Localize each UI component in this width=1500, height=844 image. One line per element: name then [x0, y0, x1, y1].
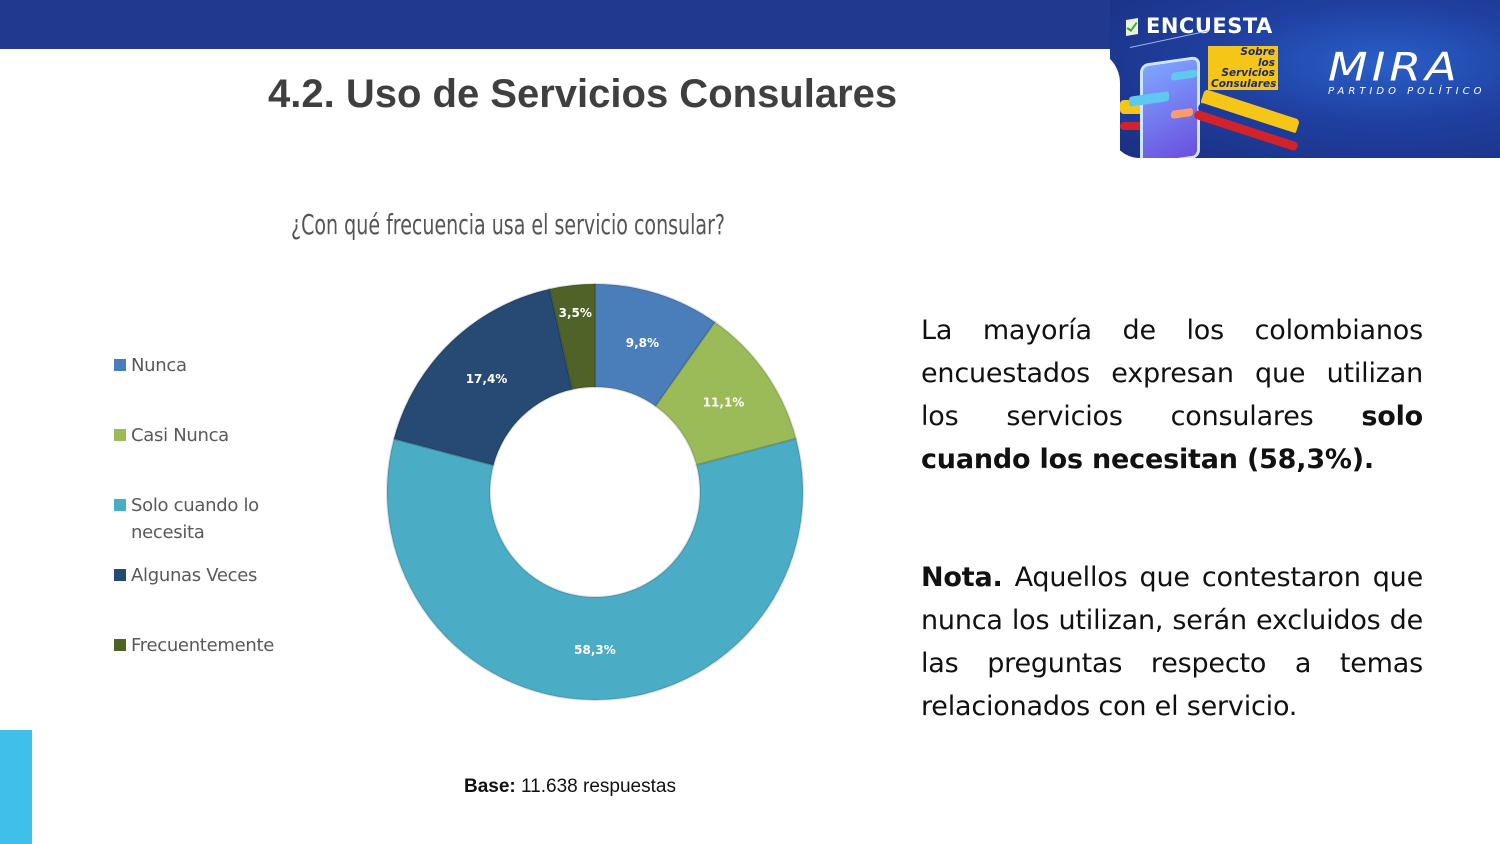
donut-slice-frecuentemente — [548, 282, 596, 391]
base-note: Base: 11.638 respuestas — [464, 776, 676, 797]
legend-item-solo-cuando: Solo cuando lo necesita — [114, 492, 259, 546]
banner-notch — [1080, 49, 1120, 159]
donut-slice-casi-nunca — [654, 320, 798, 467]
brand-tagline: PARTIDO POLÍTICO — [1328, 86, 1486, 97]
survey-label: ENCUESTA — [1126, 14, 1273, 38]
brand-logo: MIRA — [1328, 44, 1461, 90]
analysis-paragraph: La mayoría de los colombianos encuestado… — [921, 315, 1423, 475]
donut-chart: 9,8% 11,1% 58,3% 17,4% 3,5% — [386, 282, 804, 701]
legend-swatch — [114, 359, 126, 371]
donut-slices — [386, 282, 804, 701]
note-paragraph: Nota. Aquellos que contestaron que nunca… — [921, 562, 1423, 722]
content-card — [0, 49, 1120, 844]
data-label: 9,8% — [626, 336, 659, 350]
legend-swatch — [114, 429, 126, 441]
legend-swatch — [114, 639, 126, 651]
legend-item-nunca: Nunca — [114, 352, 187, 379]
data-label: 3,5% — [559, 306, 592, 320]
page-title: 4.2. Uso de Servicios Consulares — [268, 72, 898, 116]
donut-slice-nunca — [594, 282, 717, 408]
checkmark-icon — [1126, 17, 1138, 37]
chart-title: ¿Con qué frecuencia usa el servicio cons… — [291, 208, 726, 241]
legend-item-casi-nunca: Casi Nunca — [114, 422, 229, 449]
legend-item-frecuentemente: Frecuentemente — [114, 632, 274, 659]
donut-slice-solo-cuando-lo-necesita — [386, 437, 804, 701]
data-label: 11,1% — [703, 396, 745, 410]
data-label: 17,4% — [466, 372, 508, 386]
side-accent-bar — [0, 730, 32, 844]
note-label: Nota. — [921, 562, 1003, 593]
donut-slice-algunas-veces — [392, 287, 574, 467]
legend-swatch — [114, 569, 126, 581]
phone-illustration-icon — [1129, 55, 1200, 158]
legend-swatch — [114, 499, 126, 511]
data-label: 58,3% — [574, 643, 616, 657]
survey-subtitle: Sobre los Servicios Consulares — [1208, 46, 1278, 90]
highlight-text: solo cuando los necesitan (58,3%). — [921, 401, 1423, 475]
survey-banner: ENCUESTA Sobre los Servicios Consulares … — [1110, 0, 1500, 158]
legend-item-algunas-veces: Algunas Veces — [114, 562, 257, 589]
donut-labels: 9,8% 11,1% 58,3% 17,4% 3,5% — [466, 306, 745, 657]
